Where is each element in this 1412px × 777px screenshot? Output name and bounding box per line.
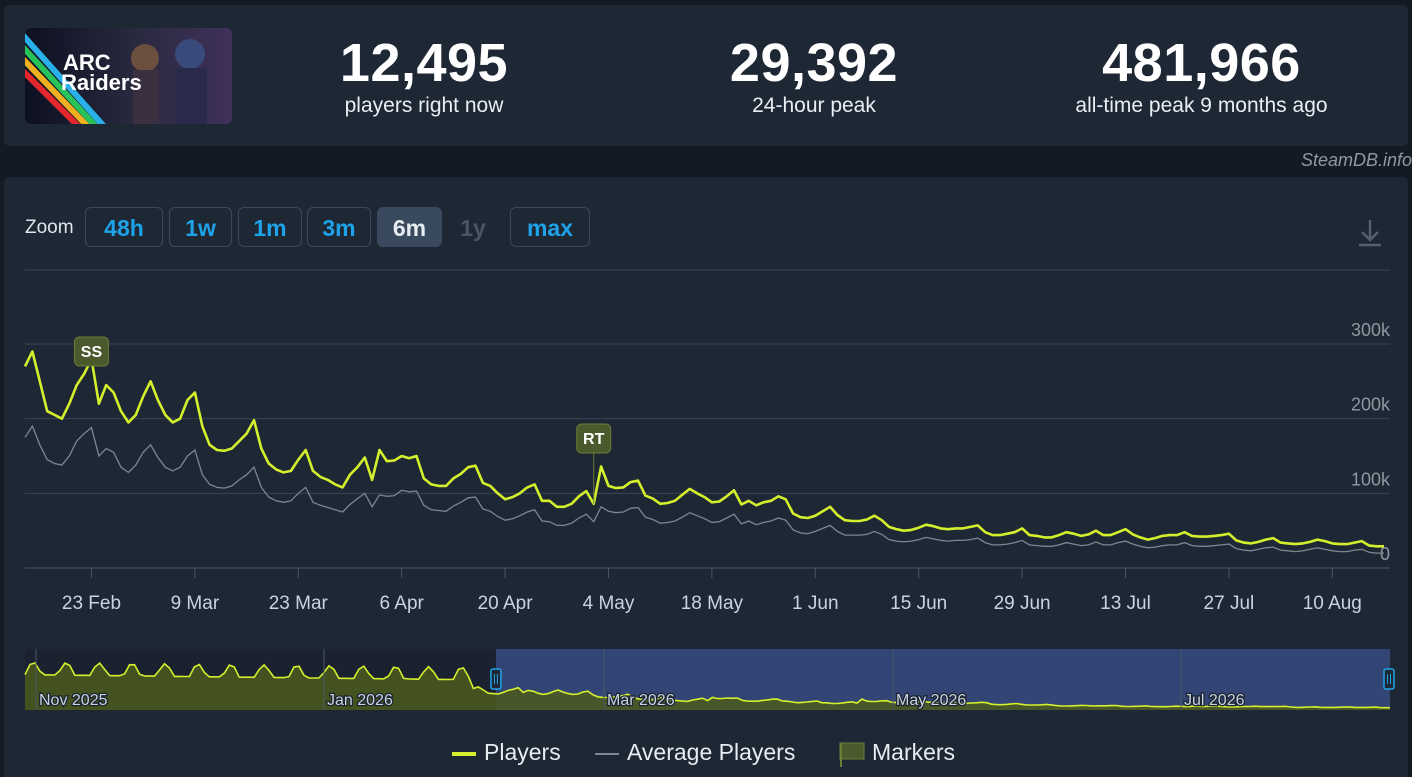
- all-time-peak-value: 481,966: [1102, 33, 1301, 93]
- y-tick-label: 300k: [1351, 320, 1391, 340]
- navigator-line: [24, 661, 1390, 709]
- marker-label: SS: [81, 344, 103, 361]
- x-tick-label: 6 Apr: [379, 593, 424, 614]
- x-tick-label: 15 Jun: [890, 593, 947, 614]
- navigator-right-handle[interactable]: [1383, 668, 1395, 690]
- navigator-label-outline: Nov 2025: [39, 692, 108, 709]
- zoom-3m-button[interactable]: 3m: [307, 207, 371, 247]
- navigator-label: Mar 2026: [607, 692, 675, 709]
- peak-24h-value: 29,392: [729, 33, 899, 93]
- logo-text-arc: ARC: [63, 50, 111, 75]
- zoom-1m-button[interactable]: 1m: [238, 207, 302, 247]
- y-tick-label: 100k: [1351, 469, 1391, 489]
- navigator-label: Jul 2026: [1184, 692, 1245, 709]
- x-tick-label: 9 Mar: [171, 593, 220, 614]
- peak-24h-label: 24-hour peak: [752, 94, 876, 117]
- zoom-max-button[interactable]: max: [510, 207, 590, 247]
- x-tick-label: 4 May: [583, 593, 635, 614]
- flag-icon: [839, 742, 865, 767]
- x-tick-label: 27 Jul: [1204, 593, 1255, 614]
- legend-average-label: Average Players: [627, 739, 796, 765]
- legend-players-line-icon: [452, 751, 476, 756]
- x-tick-label: 13 Jul: [1100, 593, 1151, 614]
- legend-players-label: Players: [484, 739, 561, 765]
- legend-average-line-icon: [595, 752, 619, 755]
- players-now-value: 12,495: [339, 33, 509, 93]
- legend-markers-label: Markers: [872, 739, 956, 765]
- logo-text-raiders: Raiders: [61, 70, 142, 95]
- zoom-48h-button[interactable]: 48h: [85, 207, 163, 247]
- navigator-area: [25, 662, 1390, 710]
- players-line[interactable]: [23, 350, 1384, 548]
- players-now-label: players right now: [344, 94, 504, 117]
- game-logo[interactable]: ARC Raiders: [25, 28, 232, 124]
- navigator-label: Nov 2025: [39, 692, 108, 709]
- zoom-1w-button[interactable]: 1w: [169, 207, 232, 247]
- legend-average[interactable]: Average Players: [595, 739, 795, 766]
- x-tick-label: 10 Aug: [1303, 593, 1362, 614]
- marker-flag-ss[interactable]: [73, 336, 109, 367]
- navigator-left-handle[interactable]: [490, 668, 502, 690]
- marker-flag-rt[interactable]: [576, 423, 612, 454]
- player-count-chart: 0 100k 200k 300k 23 Feb 9 Mar 23 Mar 6 Apr 20 Ap…: [23, 269, 1395, 710]
- marker-label: RT: [583, 431, 605, 448]
- navigator-label: May 2026: [896, 692, 966, 709]
- legend-players[interactable]: Players: [452, 739, 561, 766]
- download-icon[interactable]: [1356, 217, 1384, 254]
- navigator-label-outline: May 2026: [896, 692, 966, 709]
- stat-all-time-peak: 481,966 all-time peak 9 months ago: [1044, 33, 1359, 119]
- x-tick-label: 20 Apr: [478, 593, 534, 614]
- x-tick-label: 29 Jun: [994, 593, 1051, 614]
- legend-markers[interactable]: Markers: [838, 739, 955, 767]
- all-time-peak-label: all-time peak 9 months ago: [1075, 94, 1328, 117]
- x-tick-label: 23 Mar: [269, 593, 329, 614]
- navigator-label-outline: Jan 2026: [327, 692, 393, 709]
- zoom-1y-button: 1y: [460, 215, 486, 241]
- zoom-label: Zoom: [25, 217, 74, 238]
- x-tick-label: 23 Feb: [62, 593, 121, 614]
- navigator-label-outline: Jul 2026: [1184, 692, 1245, 709]
- x-tick-label: 18 May: [681, 593, 744, 614]
- navigator-label-outline: Mar 2026: [607, 692, 675, 709]
- stat-24h-peak: 29,392 24-hour peak: [709, 33, 919, 119]
- steamdb-brand[interactable]: SteamDB.info: [1300, 150, 1412, 170]
- y-tick-label: 200k: [1351, 395, 1391, 415]
- chart-panel: Zoom 48h 1w 1m 3m 6m 1y max 0 100k 200k 300…: [4, 177, 1408, 777]
- zoom-6m-button[interactable]: 6m: [377, 207, 442, 247]
- stats-header: ARC Raiders 12,495 players right now 29,…: [4, 5, 1408, 146]
- navigator-label: Jan 2026: [327, 692, 393, 709]
- average-players-line: [24, 424, 1384, 554]
- x-tick-label: 1 Jun: [792, 593, 838, 614]
- stat-players-now: 12,495 players right now: [324, 33, 524, 119]
- y-tick-label: 0: [1380, 544, 1390, 564]
